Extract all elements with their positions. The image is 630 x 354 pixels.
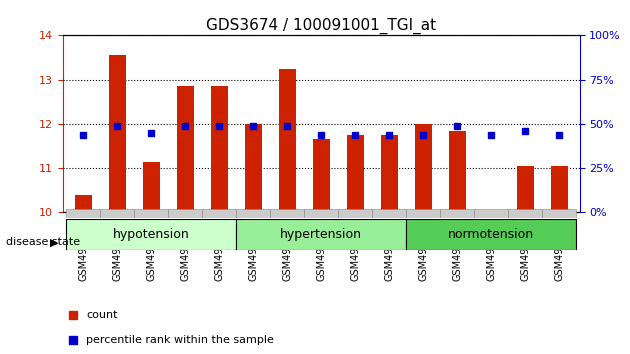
Bar	[245, 124, 262, 212]
Bar	[474, 209, 508, 218]
Text: normotension: normotension	[448, 228, 534, 241]
Text: percentile rank within the sample: percentile rank within the sample	[86, 335, 274, 344]
Bar	[406, 219, 576, 250]
Bar	[270, 209, 304, 218]
Bar	[236, 219, 406, 250]
Title: GDS3674 / 100091001_TGI_at: GDS3674 / 100091001_TGI_at	[206, 18, 437, 34]
Bar	[449, 131, 466, 212]
Bar	[381, 135, 398, 212]
Bar	[313, 139, 329, 212]
Bar	[406, 209, 440, 218]
Bar	[109, 55, 126, 212]
Text: disease state: disease state	[6, 238, 81, 247]
Bar	[542, 209, 576, 218]
Bar	[236, 209, 270, 218]
Bar	[211, 86, 228, 212]
Text: hypotension: hypotension	[113, 228, 190, 241]
Bar	[168, 209, 202, 218]
Bar	[134, 209, 168, 218]
Bar	[517, 166, 534, 212]
Bar	[100, 209, 134, 218]
Bar	[440, 209, 474, 218]
Bar	[177, 86, 194, 212]
Bar	[66, 219, 236, 250]
Bar	[66, 209, 100, 218]
Text: ▶: ▶	[50, 238, 59, 247]
Bar	[551, 166, 568, 212]
Bar	[415, 124, 432, 212]
Bar	[346, 135, 364, 212]
Bar	[75, 195, 92, 212]
Bar	[279, 69, 296, 212]
Bar	[508, 209, 542, 218]
Bar	[202, 209, 236, 218]
Text: hypertension: hypertension	[280, 228, 362, 241]
Bar	[338, 209, 372, 218]
Bar	[143, 161, 160, 212]
Bar	[304, 209, 338, 218]
Bar	[483, 210, 500, 212]
Text: count: count	[86, 310, 118, 320]
Bar	[372, 209, 406, 218]
